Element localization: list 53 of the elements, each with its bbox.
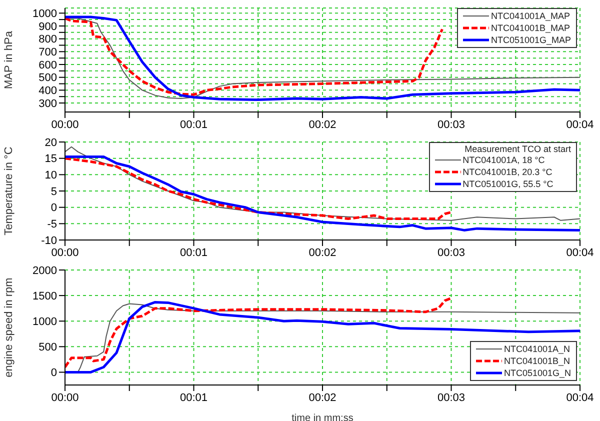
legend-label: NTC041001A, 18 °C [462, 155, 545, 165]
y-tick-label: 10 [44, 170, 57, 182]
y-tick-label: 500 [38, 342, 57, 354]
legend-label: NTC041001A_N [504, 344, 570, 354]
x-tick-label: 00:02 [308, 392, 336, 404]
y-tick-label: 0 [50, 202, 57, 214]
y-tick-label: 20 [44, 136, 57, 149]
x-axis-title: time in mm:ss [292, 413, 354, 421]
x-tick-label: 00:01 [180, 392, 208, 404]
legend-label: NTC041001B, 20.3 °C [462, 167, 552, 177]
x-tick-label: 00:01 [180, 246, 208, 259]
legend-label: NTC051001G_N [504, 368, 571, 378]
y-tick-label: 1500 [32, 290, 57, 302]
legend-label: NTC051001G_MAP [490, 35, 571, 45]
x-tick-label: 00:00 [51, 392, 79, 404]
y-axis-title: engine speed in rpm [2, 278, 15, 378]
y-tick-label: 800 [38, 34, 57, 46]
y-tick-label: 5 [50, 186, 57, 198]
x-tick-label: 00:04 [566, 392, 594, 404]
y-tick-label: 900 [38, 20, 57, 33]
x-tick-label: 00:04 [566, 246, 594, 259]
y-tick-label: 2000 [32, 264, 57, 277]
legend-label: NTC041001A_MAP [490, 11, 570, 21]
x-tick-label: 00:00 [51, 246, 79, 259]
y-tick-label: 400 [38, 85, 57, 98]
y-tick-label: 300 [38, 98, 57, 110]
y-tick-label: 1000 [32, 316, 57, 328]
line-series [65, 17, 444, 96]
y-tick-label: -10 [41, 234, 57, 247]
x-tick-label: 00:03 [437, 392, 466, 404]
x-tick-label: 00:04 [566, 118, 594, 131]
y-axis-title: MAP in hPa [2, 30, 15, 89]
x-tick-label: 00:01 [180, 118, 208, 131]
y-axis-title: Temperature in °C [2, 146, 15, 236]
legend-title: Measurement TCO at start [464, 144, 571, 154]
y-tick-label: 1000 [32, 8, 57, 20]
y-tick-label: 0 [50, 367, 57, 380]
x-tick-label: 00:00 [51, 118, 79, 131]
y-tick-label: -5 [47, 218, 57, 231]
y-tick-label: 600 [38, 59, 57, 72]
x-tick-label: 00:02 [308, 118, 336, 131]
y-tick-label: 700 [38, 46, 57, 59]
x-tick-label: 00:03 [437, 118, 466, 131]
line-series [65, 157, 452, 220]
y-tick-label: 15 [44, 153, 57, 166]
legend-label: NTC041001B_MAP [490, 23, 570, 33]
legend-label: NTC051001G, 55.5 °C [462, 179, 554, 189]
legend-label: NTC041001B_N [504, 356, 570, 366]
x-tick-label: 00:02 [308, 246, 336, 259]
x-tick-label: 00:03 [437, 246, 466, 259]
y-tick-label: 500 [38, 72, 57, 84]
line-series [65, 296, 452, 368]
line-series [65, 155, 580, 232]
